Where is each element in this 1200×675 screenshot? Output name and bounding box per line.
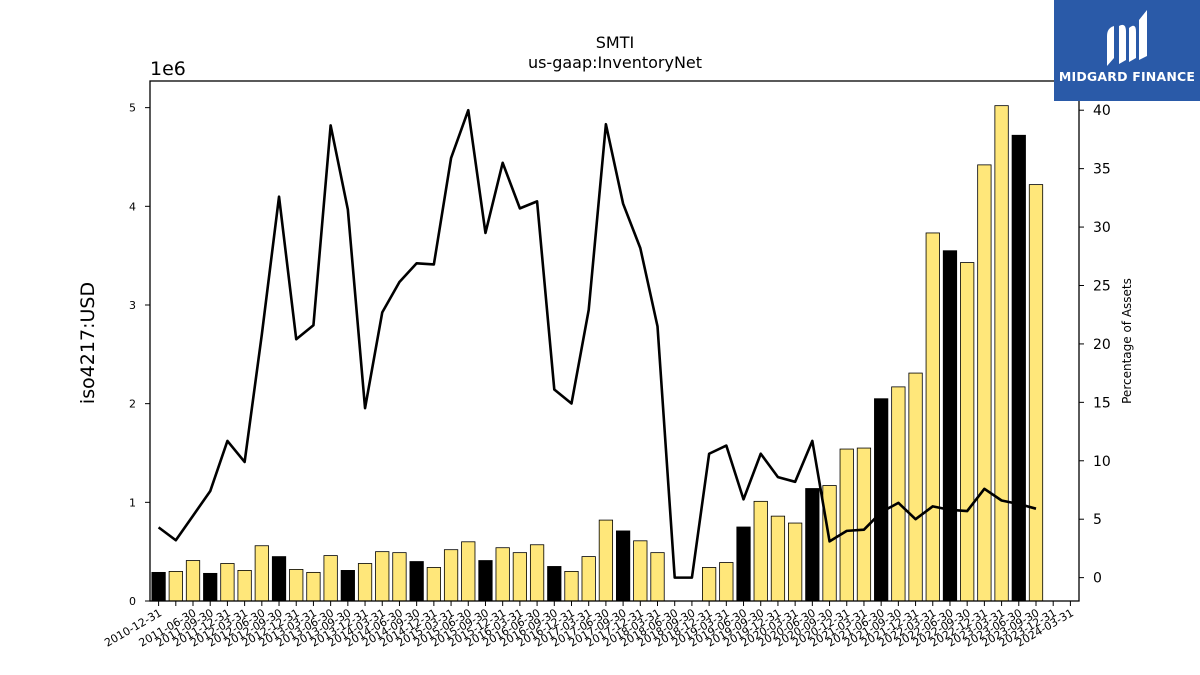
bar [615, 530, 631, 602]
bar [426, 567, 441, 602]
bar [977, 164, 992, 602]
bar [650, 552, 665, 602]
y-axis-ticks: 0 1 2 3 4 5 [129, 102, 150, 608]
logo-mark-icon [1107, 10, 1147, 66]
bar [271, 556, 287, 602]
y-tick-label: 5 [129, 102, 136, 115]
y2-axis-ticks: 0 5 10 15 20 25 30 35 40 [1079, 103, 1111, 587]
bar [306, 571, 321, 602]
bar [822, 485, 837, 602]
y2-tick-label: 20 [1093, 337, 1111, 353]
y2-tick-label: 0 [1093, 571, 1102, 587]
x-axis-ticks: 2010-12-312011-06-302011-09-302011-12-31… [102, 601, 1076, 650]
y2-tick-label: 5 [1093, 512, 1102, 528]
bar [564, 571, 579, 602]
bar [357, 563, 373, 602]
y-axis-label: iso4217:USD [77, 282, 99, 404]
logo: MIDGARD FINANCE [1054, 0, 1200, 101]
bar [1011, 134, 1026, 602]
bar [237, 570, 252, 602]
plot-frame [149, 80, 1080, 602]
bar [392, 552, 407, 602]
bar [168, 571, 183, 602]
y2-tick-label: 10 [1093, 454, 1111, 470]
bar [529, 544, 545, 602]
bar [289, 569, 304, 602]
bar [185, 560, 201, 602]
bar [874, 398, 889, 602]
bar [151, 571, 166, 602]
y2-tick-label: 25 [1093, 278, 1111, 294]
bar [375, 551, 390, 602]
bar [736, 526, 751, 602]
bar-series [151, 105, 1044, 602]
bar [443, 549, 459, 602]
bar [323, 555, 338, 602]
y-tick-label: 0 [129, 595, 136, 608]
bar [788, 522, 803, 602]
bar [512, 552, 527, 602]
bar [633, 540, 648, 602]
bar [960, 262, 975, 602]
bar [839, 448, 854, 602]
bar [461, 541, 476, 602]
bar [340, 570, 355, 602]
y-offset-label: 1e6 [150, 58, 186, 80]
bar [220, 563, 235, 602]
y-tick-label: 4 [129, 200, 136, 213]
bar [495, 547, 510, 602]
y2-tick-label: 15 [1093, 395, 1111, 411]
percentage-line [157, 108, 1037, 579]
y2-tick-label: 35 [1093, 162, 1111, 178]
bar [891, 386, 906, 602]
bar [994, 105, 1009, 602]
logo-name: MIDGARD FINANCE [1058, 69, 1196, 84]
y2-tick-label: 40 [1093, 103, 1111, 119]
bar [908, 372, 923, 602]
bar [478, 560, 493, 602]
chart-subtitle: us-gaap:InventoryNet [528, 53, 702, 72]
y2-axis-label: Percentage of Assets [1120, 278, 1134, 404]
bar [770, 515, 786, 602]
y-tick-label: 1 [129, 496, 136, 509]
bar [702, 567, 717, 602]
percentage-line-series [157, 108, 1037, 579]
bar [925, 232, 940, 602]
y-tick-label: 2 [129, 398, 136, 411]
bar [1028, 184, 1044, 602]
bar [254, 545, 269, 602]
chart-title: SMTI [596, 33, 634, 52]
bar [409, 561, 424, 602]
bar [805, 488, 820, 602]
bar [719, 562, 734, 602]
y2-tick-label: 30 [1093, 220, 1111, 236]
bar [581, 556, 596, 602]
bar [203, 572, 218, 602]
bar [942, 250, 958, 602]
bar [753, 500, 768, 602]
bar [598, 519, 614, 602]
bar [547, 566, 562, 602]
y-tick-label: 3 [129, 299, 136, 312]
